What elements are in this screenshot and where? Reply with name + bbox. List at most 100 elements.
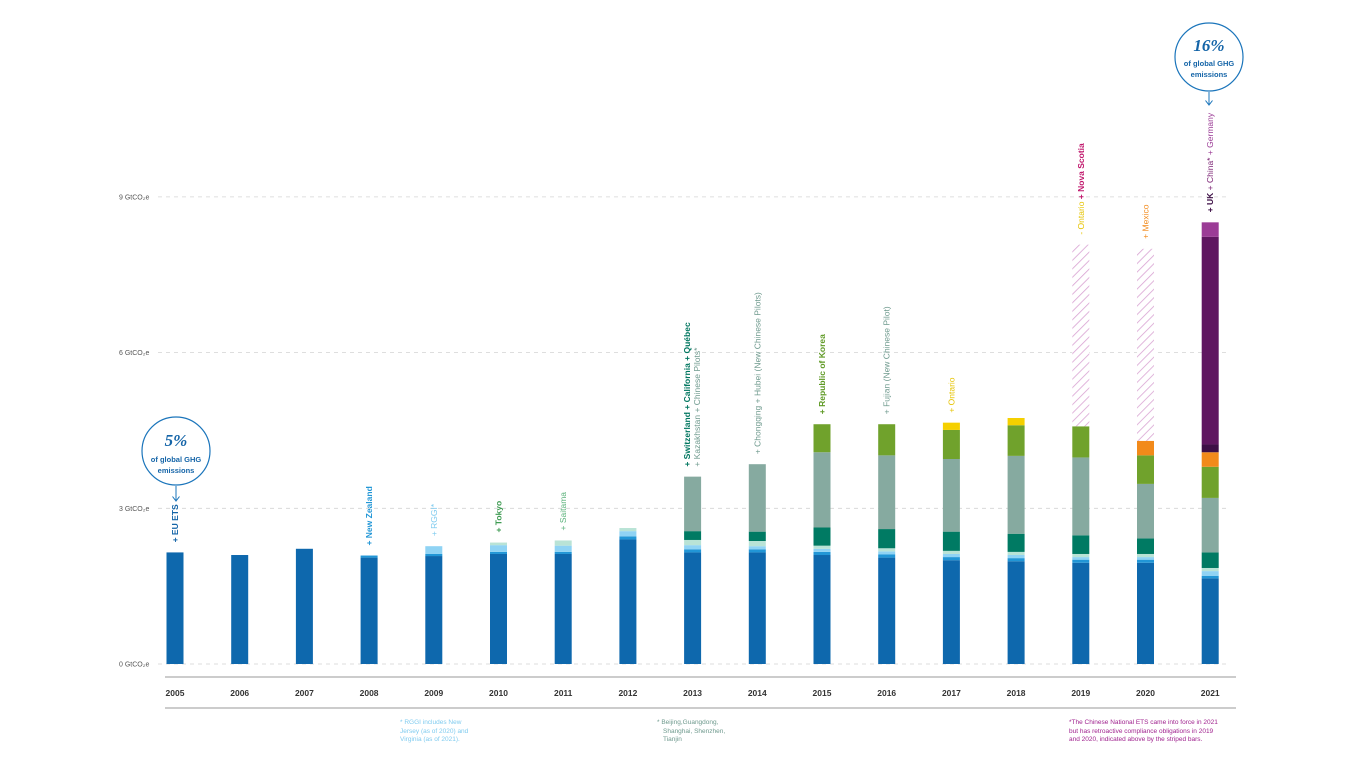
annotation-part: + Chongqing + Hubei (New Chinese Pilots) (752, 292, 762, 454)
bar-segment (1201, 222, 1219, 237)
callout-left: 5% of global GHG emissions (141, 416, 211, 502)
footnote-pilots: * Beijing,Guangdong, Shanghai, Shenzhen,… (657, 719, 725, 745)
bar-segment (748, 552, 766, 664)
bar-segment (942, 458, 960, 532)
bar-segment (1072, 535, 1090, 554)
bar-segment (1137, 557, 1154, 560)
bar-segment (1137, 538, 1154, 554)
footnote-china-line: but has retroactive compliance obligatio… (1069, 727, 1214, 735)
annotation-part: + Switzerland + California + Québec (682, 322, 692, 467)
annotation-label: + RGGI* (429, 503, 439, 536)
bar-segment (554, 553, 572, 664)
footnote-china-line: and 2020, indicated above by the striped… (1069, 736, 1203, 743)
x-tick-label: 2016 (877, 688, 896, 698)
bar-segment (554, 540, 572, 546)
bar-segment (748, 540, 766, 547)
bars (166, 222, 1219, 664)
annotation-part: + RGGI* (429, 503, 439, 536)
annotation-label: + Saitama (558, 492, 568, 531)
x-tick-label: 2012 (618, 688, 637, 698)
bar-segment (1072, 562, 1090, 664)
annotation-part: + Ontario (946, 377, 956, 412)
x-tick-label: 2008 (360, 688, 379, 698)
y-tick-label: 3 GtCO₂e (119, 506, 149, 513)
footnote-rggi-line: * RGGI includes New (400, 719, 462, 726)
y-tick-label: 9 GtCO₂e (119, 194, 149, 201)
bar-segment (684, 531, 702, 540)
bar-segment (1201, 575, 1219, 579)
annotation-part: + Kazakhstan + Chinese Pilots* (692, 347, 702, 467)
callout-right: 16% of global GHG emissions (1174, 22, 1244, 106)
annotation-part: + Republic of Korea (817, 334, 827, 414)
bar-segment (878, 557, 896, 664)
bar-segment (490, 545, 507, 552)
bar-segment (684, 545, 702, 550)
annotation-label: + Republic of Korea (817, 334, 827, 414)
bar-segment (684, 549, 702, 553)
bar-segment (942, 422, 960, 430)
annotation-label: + Fujian (New Chinese Pilot) (882, 306, 892, 414)
bar-segment (684, 476, 702, 532)
bar-segment (1007, 425, 1025, 456)
footnote-pilots-line: * Beijing,Guangdong, (657, 719, 719, 726)
bar-segment (1072, 244, 1090, 427)
footnote-pilots-line: Shanghai, Shenzhen, (663, 727, 726, 735)
bar-segment (878, 554, 896, 558)
bar-segment (425, 556, 443, 664)
bar-segment (813, 548, 831, 552)
bar-segment (1137, 559, 1154, 563)
footnote-rggi: * RGGI includes New Jersey (as of 2020) … (400, 719, 468, 745)
x-tick-label: 2007 (295, 688, 314, 698)
bar-segment (942, 429, 960, 459)
bar-segment (942, 557, 960, 561)
x-tick-label: 2020 (1136, 688, 1155, 698)
x-tick-label: 2006 (230, 688, 249, 698)
bar-segment (1201, 571, 1219, 576)
bar-segment (684, 539, 702, 546)
bar-segment (1137, 483, 1154, 539)
bar-segment (942, 553, 960, 558)
x-tick-label: 2014 (748, 688, 767, 698)
callout-left-pct: 5% (165, 431, 188, 450)
bar-segment (942, 560, 960, 664)
annotation-label: + Tokyo (494, 501, 504, 533)
footnote-china: *The Chinese National ETS came into forc… (1069, 719, 1218, 745)
bar-segment (1072, 557, 1090, 560)
x-tick-label: 2015 (813, 688, 832, 698)
bar-segment (1201, 567, 1219, 572)
annotation-part: + EU ETS (170, 504, 180, 542)
annotation-part: + New Zealand (364, 486, 374, 545)
footnote-pilots-line: Tianjin (663, 736, 682, 743)
bar-segment (813, 555, 831, 664)
footnote-rggi-line: Jersey (as of 2020) and (400, 727, 469, 735)
bar-segment (748, 546, 766, 550)
bar-segment (1201, 236, 1219, 445)
bar-segment (1137, 562, 1154, 664)
x-tick-label: 2011 (554, 688, 573, 698)
bar-segment (942, 550, 960, 554)
annotation-label: + Chongqing + Hubei (New Chinese Pilots) (752, 292, 762, 454)
bar-segment (1201, 578, 1219, 664)
annotation-part: + Fujian (New Chinese Pilot) (882, 306, 892, 414)
bar-segment (878, 529, 896, 549)
bar-segment (1137, 553, 1154, 558)
bar-segment (490, 551, 507, 554)
bar-segment (1007, 551, 1025, 556)
callout-right-pct: 16% (1193, 36, 1224, 55)
callout-left-circle (141, 416, 211, 486)
y-tick-label: 6 GtCO₂e (119, 350, 149, 357)
bar-segment (878, 455, 896, 530)
bar-segment (166, 552, 184, 664)
bar-segment (1137, 248, 1154, 441)
bar-segment (1201, 466, 1219, 498)
x-tick-label: 2009 (424, 688, 443, 698)
annotation-part: + Tokyo (494, 501, 504, 533)
y-tick-label: 0 GtCO₂e (119, 662, 149, 669)
bar-segment (1137, 440, 1154, 456)
annotation-part: + Nova Scotia (1076, 143, 1086, 202)
bar-segment (1072, 553, 1090, 558)
bar-segment (813, 545, 831, 549)
gridlines: 0 GtCO₂e 3 GtCO₂e 6 GtCO₂e 9 GtCO₂e (119, 194, 1228, 669)
annotation-part: + China* (1205, 157, 1215, 193)
